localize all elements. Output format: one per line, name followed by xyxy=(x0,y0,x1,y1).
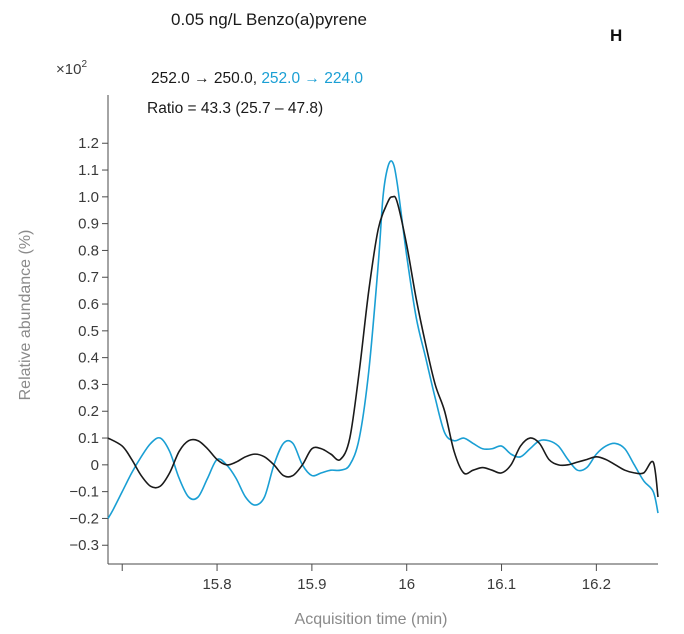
legend-transitions: 252.0 → 250.0, 252.0 → 224.0 xyxy=(151,70,363,87)
y-tick-label: 0.7 xyxy=(78,269,99,286)
y-axis-ticks: −0.3 −0.2 −0.1 0 0.1 0.2 0.3 0.4 0.5 0.6 0.7 0.8 0.9… xyxy=(69,135,108,554)
legend-entry-quantifier: 252.0 → 250.0, xyxy=(151,70,261,87)
y-tick-label: 0 xyxy=(91,457,99,474)
series-line-qualifier xyxy=(107,160,659,519)
y-tick-label: 1.2 xyxy=(78,135,99,152)
y-multiplier: ×102 xyxy=(56,59,87,78)
y-tick-label: 0.1 xyxy=(78,430,99,447)
legend-entry-qualifier: 252.0 → 224.0 xyxy=(261,70,363,87)
y-tick-label: 0.5 xyxy=(78,323,99,340)
y-axis-label: Relative abundance (%) xyxy=(17,230,34,401)
y-multiplier-base: ×10 xyxy=(56,61,81,78)
y-tick-label: 0.3 xyxy=(78,376,99,393)
series-line-quantifier xyxy=(107,195,659,498)
y-tick-label: 0.2 xyxy=(78,403,99,420)
y-tick-label: 1.0 xyxy=(78,189,99,206)
y-multiplier-exponent: 2 xyxy=(81,59,87,70)
legend-ratio: Ratio = 43.3 (25.7 – 47.8) xyxy=(147,100,323,117)
chart-title: 0.05 ng/L Benzo(a)pyrene xyxy=(171,10,367,29)
y-tick-label: 0.4 xyxy=(78,350,99,367)
x-axis-label: Acquisition time (min) xyxy=(295,611,448,628)
y-tick-label: −0.3 xyxy=(69,537,99,554)
x-tick-label: 15.8 xyxy=(202,576,231,593)
y-tick-label: −0.2 xyxy=(69,510,99,527)
x-tick-label: 16 xyxy=(398,576,415,593)
x-axis-ticks: 15.8 15.9 16 16.1 16.2 xyxy=(121,564,611,593)
panel-label: H xyxy=(610,26,622,45)
y-tick-label: 0.9 xyxy=(78,216,99,233)
x-tick-label: 16.1 xyxy=(487,576,516,593)
series-layer xyxy=(107,160,659,519)
y-tick-label: 0.6 xyxy=(78,296,99,313)
x-tick-label: 16.2 xyxy=(582,576,611,593)
x-tick-label: 15.9 xyxy=(297,576,326,593)
y-tick-label: −0.1 xyxy=(69,484,99,501)
y-tick-label: 0.8 xyxy=(78,242,99,259)
y-tick-label: 1.1 xyxy=(78,162,99,179)
